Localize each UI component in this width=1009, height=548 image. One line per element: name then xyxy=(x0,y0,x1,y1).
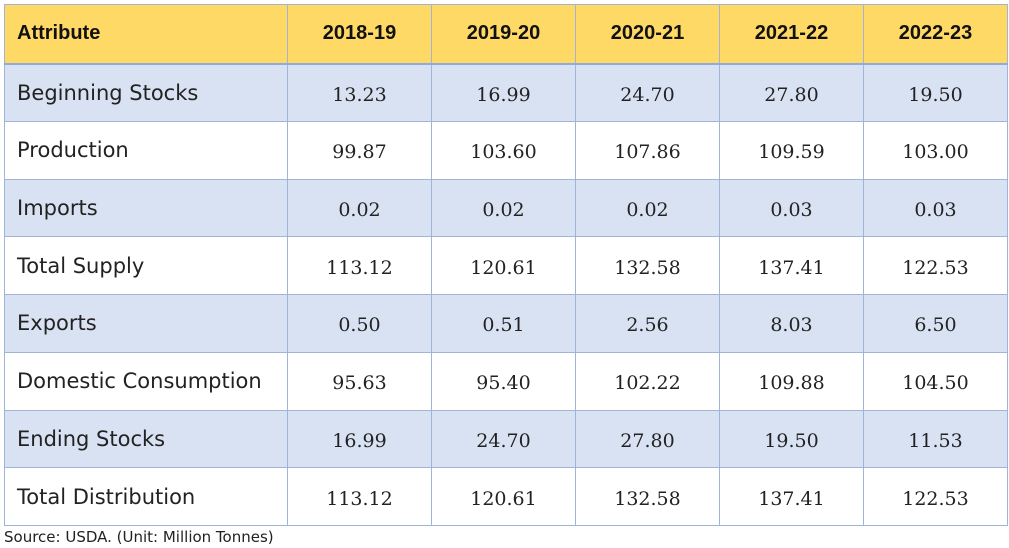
table-cell: 8.03 xyxy=(719,294,864,353)
table-cell: 103.00 xyxy=(863,120,1008,180)
table-cell: 19.50 xyxy=(863,63,1008,122)
table-cell: 122.53 xyxy=(863,467,1008,526)
table-cell: 95.40 xyxy=(431,351,576,411)
table-cell: 120.61 xyxy=(431,467,576,526)
source-note: Source: USDA. (Unit: Million Tonnes) xyxy=(4,528,274,546)
column-header-2021-22: 2021-22 xyxy=(719,4,864,65)
table-cell: 2.56 xyxy=(575,294,720,353)
table-cell: 132.58 xyxy=(575,467,720,526)
table-cell: 104.50 xyxy=(863,351,1008,411)
column-header-2019-20: 2019-20 xyxy=(431,4,576,65)
table-cell: 95.63 xyxy=(287,351,432,411)
table-cell: 0.03 xyxy=(719,178,864,238)
table-cell: 103.60 xyxy=(431,120,576,180)
table-cell: 122.53 xyxy=(863,236,1008,295)
table-cell: 27.80 xyxy=(719,63,864,122)
row-label-domestic-consumption: Domestic Consumption xyxy=(4,351,288,411)
column-header-2022-23: 2022-23 xyxy=(863,4,1008,65)
table-cell: 113.12 xyxy=(287,467,432,526)
table-cell: 137.41 xyxy=(719,236,864,295)
supply-distribution-table: Attribute 2018-19 2019-20 2020-21 2021-2… xyxy=(4,4,1008,526)
table-cell: 113.12 xyxy=(287,236,432,295)
table-cell: 99.87 xyxy=(287,120,432,180)
column-header-attribute: Attribute xyxy=(4,4,288,65)
table-cell: 24.70 xyxy=(575,63,720,122)
table-row: Imports 0.02 0.02 0.02 0.03 0.03 xyxy=(4,178,1008,238)
row-label-total-supply: Total Supply xyxy=(4,236,288,295)
table-cell: 16.99 xyxy=(431,63,576,122)
table-cell: 0.02 xyxy=(575,178,720,238)
table-row: Beginning Stocks 13.23 16.99 24.70 27.80… xyxy=(4,63,1008,122)
table-cell: 102.22 xyxy=(575,351,720,411)
table-cell: 16.99 xyxy=(287,409,432,469)
table-row: Total Supply 113.12 120.61 132.58 137.41… xyxy=(4,236,1008,295)
table-row: Domestic Consumption 95.63 95.40 102.22 … xyxy=(4,351,1008,411)
table-cell: 0.51 xyxy=(431,294,576,353)
table-cell: 0.03 xyxy=(863,178,1008,238)
row-label-exports: Exports xyxy=(4,294,288,353)
row-label-imports: Imports xyxy=(4,178,288,238)
table-cell: 13.23 xyxy=(287,63,432,122)
table-cell: 0.02 xyxy=(431,178,576,238)
row-label-total-distribution: Total Distribution xyxy=(4,467,288,526)
table-cell: 19.50 xyxy=(719,409,864,469)
table-cell: 11.53 xyxy=(863,409,1008,469)
table-cell: 109.59 xyxy=(719,120,864,180)
table-cell: 132.58 xyxy=(575,236,720,295)
table-row: Production 99.87 103.60 107.86 109.59 10… xyxy=(4,120,1008,180)
table-cell: 120.61 xyxy=(431,236,576,295)
table-cell: 109.88 xyxy=(719,351,864,411)
row-label-ending-stocks: Ending Stocks xyxy=(4,409,288,469)
table-cell: 137.41 xyxy=(719,467,864,526)
table-row: Total Distribution 113.12 120.61 132.58 … xyxy=(4,467,1008,526)
table-cell: 0.02 xyxy=(287,178,432,238)
column-header-2018-19: 2018-19 xyxy=(287,4,432,65)
table-cell: 24.70 xyxy=(431,409,576,469)
table-cell: 107.86 xyxy=(575,120,720,180)
table-header-row: Attribute 2018-19 2019-20 2020-21 2021-2… xyxy=(4,4,1008,65)
row-label-production: Production xyxy=(4,120,288,180)
table-cell: 0.50 xyxy=(287,294,432,353)
table-row: Ending Stocks 16.99 24.70 27.80 19.50 11… xyxy=(4,409,1008,469)
column-header-2020-21: 2020-21 xyxy=(575,4,720,65)
table-cell: 27.80 xyxy=(575,409,720,469)
row-label-beginning-stocks: Beginning Stocks xyxy=(4,63,288,122)
table-row: Exports 0.50 0.51 2.56 8.03 6.50 xyxy=(4,294,1008,353)
table-cell: 6.50 xyxy=(863,294,1008,353)
